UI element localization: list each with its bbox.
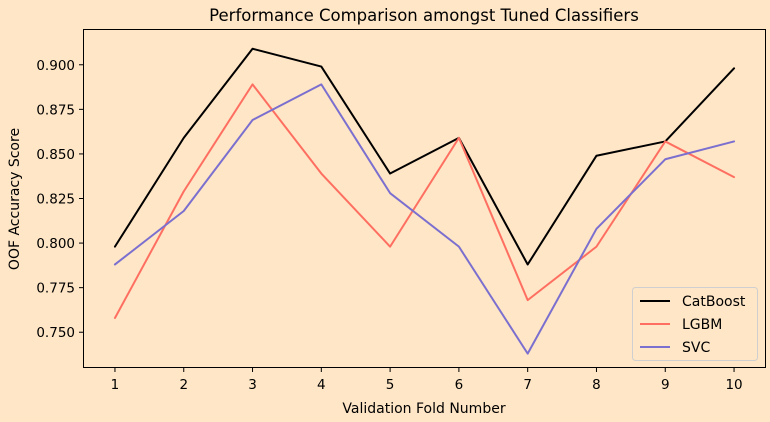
legend-label-lgbm: LGBM	[682, 317, 722, 333]
legend-box	[632, 287, 758, 361]
series-lines	[113, 47, 736, 355]
x-tick-label: 2	[179, 377, 188, 393]
x-tick-label: 1	[111, 377, 120, 393]
chart-title: Performance Comparison amongst Tuned Cla…	[209, 6, 639, 25]
y-tick-label: 0.750	[36, 325, 75, 341]
y-axis-label: OOF Accuracy Score	[7, 128, 23, 270]
y-axis-ticks: 0.750 0.775 0.800 0.825 0.850 0.875 0.900	[36, 58, 84, 341]
x-tick-label: 6	[455, 377, 464, 393]
y-tick-label: 0.875	[36, 102, 75, 118]
series-line-svc	[113, 83, 736, 355]
x-axis-label: Validation Fold Number	[342, 401, 505, 417]
x-tick-label: 8	[592, 377, 601, 393]
y-tick-label: 0.800	[36, 236, 75, 252]
x-axis-ticks: 1 2 3 4 5 6 7 8 9 10	[111, 367, 743, 393]
x-tick-label: 3	[248, 377, 257, 393]
y-tick-label: 0.850	[36, 147, 75, 163]
x-tick-label: 7	[523, 377, 532, 393]
legend-label-catboost: CatBoost	[682, 294, 746, 310]
x-tick-label: 9	[661, 377, 670, 393]
x-tick-label: 5	[386, 377, 395, 393]
legend: CatBoost LGBM SVC	[632, 287, 758, 361]
legend-label-svc: SVC	[682, 340, 710, 356]
y-tick-label: 0.825	[36, 192, 75, 208]
series-line-lgbm	[113, 83, 736, 319]
y-tick-label: 0.775	[36, 281, 75, 297]
x-tick-label: 10	[725, 377, 742, 393]
series-line-catboost	[113, 47, 736, 266]
y-tick-label: 0.900	[36, 58, 75, 74]
x-tick-label: 4	[317, 377, 326, 393]
